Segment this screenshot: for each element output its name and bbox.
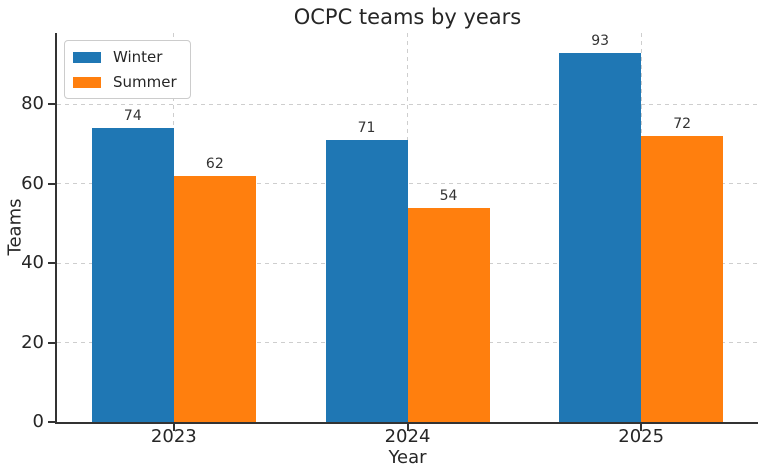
legend-item-summer: Summer [73,73,177,91]
y-tick-mark-80 [48,103,55,106]
bar-value-label-summer-2024: 54 [439,187,458,204]
bar-value-label-summer-2023: 62 [205,155,224,172]
legend-label-winter: Winter [113,48,163,66]
y-tick-mark-0 [48,421,55,423]
legend-swatch-winter [73,51,101,63]
y-tick-mark-20 [48,341,55,344]
legend-item-winter: Winter [73,48,177,66]
legend: Winter Summer [64,40,191,99]
y-tick-label-60: 60 [21,172,44,194]
bar-value-label-summer-2025: 72 [673,116,692,133]
x-tick-mark-2025 [640,424,643,431]
y-tick-label-80: 80 [21,93,44,115]
bar-winter-2024 [325,140,408,422]
bar-summer-2023 [173,175,256,422]
x-axis-label: Year [388,447,427,468]
x-tick-mark-2023 [172,424,175,431]
x-tick-label-2024: 2024 [384,426,431,447]
y-axis-label: Teams [4,198,26,256]
bar-summer-2025 [641,136,724,422]
bar-value-label-winter-2023: 74 [123,108,142,125]
bar-summer-2024 [407,207,490,422]
bar-winter-2025 [559,52,642,422]
y-tick-label-20: 20 [21,331,44,353]
legend-swatch-summer [73,76,101,88]
bar-value-label-winter-2024: 71 [357,120,376,137]
y-tick-label-0: 0 [32,411,44,432]
chart-title: OCPC teams by years [293,5,522,29]
bar-winter-2023 [91,128,174,422]
y-tick-mark-40 [48,262,55,265]
x-tick-mark-2024 [406,424,409,431]
plot-area: 74 71 93 62 54 72 Winter Summer [48,32,758,431]
x-tick-label-2025: 2025 [618,426,665,447]
bar-value-label-winter-2025: 93 [591,32,610,49]
y-tick-mark-60 [48,182,55,185]
legend-label-summer: Summer [113,73,177,91]
x-tick-label-2023: 2023 [150,426,197,447]
y-tick-label-40: 40 [21,252,44,274]
